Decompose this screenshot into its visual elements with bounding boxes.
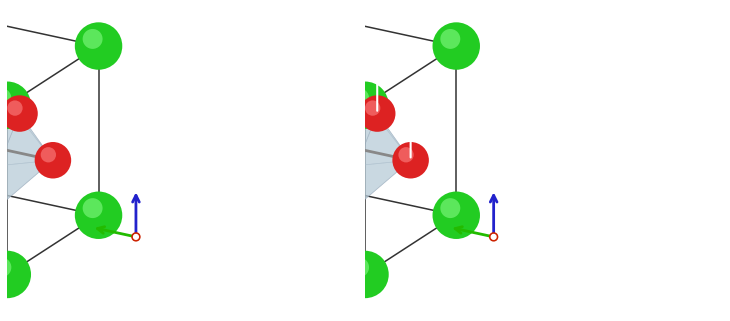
Circle shape: [491, 235, 496, 239]
Circle shape: [274, 157, 322, 205]
Circle shape: [74, 192, 123, 239]
Circle shape: [319, 215, 334, 230]
Circle shape: [365, 100, 380, 116]
Polygon shape: [286, 160, 410, 228]
Circle shape: [0, 251, 31, 298]
Polygon shape: [0, 58, 20, 126]
Circle shape: [34, 142, 71, 178]
Circle shape: [393, 142, 429, 178]
Circle shape: [7, 100, 23, 116]
Circle shape: [359, 95, 396, 132]
Polygon shape: [0, 114, 53, 228]
Circle shape: [274, 0, 322, 36]
Circle shape: [313, 210, 350, 246]
Circle shape: [74, 22, 123, 70]
Circle shape: [283, 0, 302, 15]
Circle shape: [349, 257, 369, 277]
Polygon shape: [0, 160, 53, 228]
Circle shape: [191, 54, 211, 74]
Polygon shape: [253, 126, 331, 228]
Circle shape: [440, 198, 461, 218]
Circle shape: [132, 233, 140, 241]
Polygon shape: [286, 58, 410, 173]
Circle shape: [341, 82, 389, 129]
Polygon shape: [0, 58, 53, 160]
Circle shape: [283, 164, 302, 184]
Circle shape: [134, 235, 138, 239]
Circle shape: [490, 233, 498, 241]
Circle shape: [319, 45, 334, 61]
Polygon shape: [0, 58, 53, 173]
Circle shape: [349, 88, 369, 108]
Polygon shape: [331, 114, 410, 228]
Circle shape: [432, 22, 480, 70]
Polygon shape: [253, 58, 331, 173]
Circle shape: [440, 29, 461, 49]
Circle shape: [399, 147, 414, 162]
Circle shape: [82, 198, 103, 218]
Circle shape: [191, 223, 211, 243]
Polygon shape: [253, 114, 377, 228]
Circle shape: [268, 154, 304, 191]
Circle shape: [313, 40, 350, 77]
Circle shape: [234, 108, 271, 144]
Circle shape: [0, 82, 31, 129]
Circle shape: [183, 217, 231, 264]
Circle shape: [432, 192, 480, 239]
Circle shape: [323, 134, 334, 145]
Circle shape: [41, 147, 56, 162]
Circle shape: [274, 160, 289, 175]
Circle shape: [240, 113, 256, 128]
Circle shape: [0, 257, 12, 277]
Polygon shape: [331, 58, 410, 160]
Circle shape: [0, 88, 12, 108]
Circle shape: [82, 29, 103, 49]
Circle shape: [1, 95, 38, 132]
Circle shape: [341, 251, 389, 298]
Circle shape: [319, 130, 345, 156]
Polygon shape: [253, 58, 377, 126]
Circle shape: [183, 47, 231, 95]
Polygon shape: [0, 114, 20, 228]
